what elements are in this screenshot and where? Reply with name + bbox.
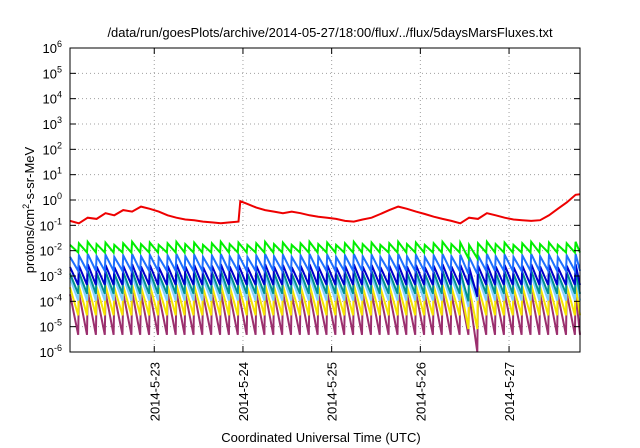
x-tick-label: 2014-5-26	[413, 362, 428, 421]
chart-title: /data/run/goesPlots/archive/2014-05-27/1…	[107, 25, 553, 40]
series-line-5	[69, 250, 581, 275]
x-axis-label: Coordinated Universal Time (UTC)	[221, 430, 420, 445]
y-axis-label-main: protons/cm	[22, 209, 37, 273]
y-tick-label: 10-5	[40, 318, 62, 335]
y-tick-label: 103	[43, 115, 62, 132]
series-layer	[69, 193, 581, 353]
y-tick-label: 105	[43, 64, 62, 81]
x-tick-label: 2014-5-27	[502, 362, 517, 421]
y-axis-label-units: -s-sr-MeV	[22, 146, 37, 203]
y-tick-label: 106	[43, 39, 62, 56]
y-tick-label: 102	[43, 140, 62, 157]
y-tick-label: 10-6	[40, 343, 62, 360]
y-tick-label: 100	[43, 191, 62, 208]
y-tick-label: 104	[43, 90, 62, 107]
series-line-6	[69, 238, 581, 263]
x-tick-label: 2014-5-25	[325, 362, 340, 421]
series-line-7	[69, 193, 581, 225]
y-axis-label-exponent: 2	[21, 204, 31, 209]
y-axis-ticks: 10-6 10-5 10-4 10-3 10-2 10-1 100 101 102 103 104 1…	[40, 39, 580, 360]
x-tick-label: 2014-5-24	[236, 362, 251, 421]
y-axis-label: protons/cm2-s-sr-MeV	[21, 146, 37, 273]
x-tick-label: 2014-5-23	[147, 362, 162, 421]
y-tick-label: 10-4	[40, 292, 62, 309]
x-axis-ticks: 2014-5-23 2014-5-24 2014-5-25 2014-5-26 2014…	[147, 48, 517, 421]
y-tick-label: 101	[43, 166, 62, 183]
y-tick-label: 10-1	[40, 216, 62, 233]
y-tick-label: 10-3	[40, 267, 62, 284]
y-tick-label: 10-2	[40, 242, 62, 259]
